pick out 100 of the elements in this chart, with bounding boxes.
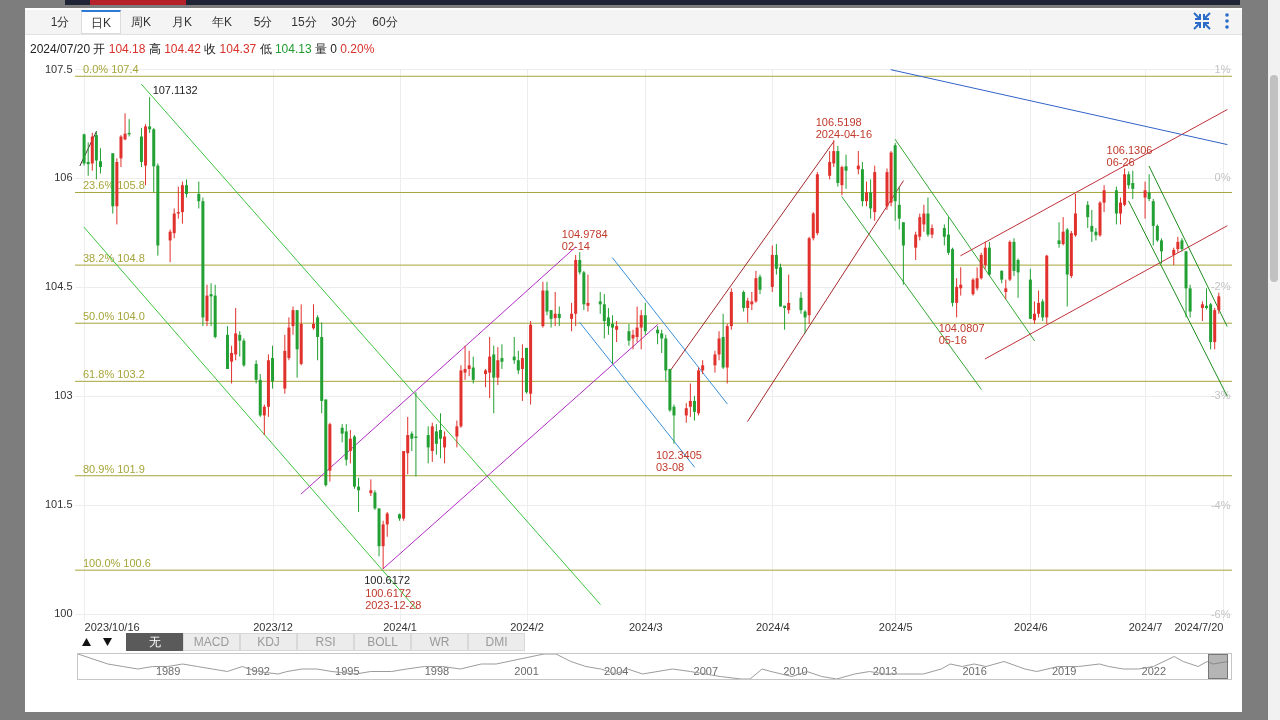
text: DMI — [468, 633, 525, 651]
candlestick — [348, 429, 352, 464]
y-tick-label: 107.5 — [44, 62, 73, 75]
candlestick — [869, 178, 873, 220]
candlestick — [443, 430, 447, 464]
candlestick — [865, 181, 869, 207]
text: 日K — [81, 10, 121, 34]
text: WR — [411, 633, 468, 651]
text: 5分 — [252, 14, 274, 31]
text: 无 — [126, 633, 183, 651]
candlestick — [615, 320, 619, 343]
candlestick — [185, 178, 189, 199]
candlestick — [381, 520, 385, 570]
x-tick-label: 2022 — [1141, 664, 1167, 677]
candlestick — [234, 307, 238, 361]
y-tick-label: 101.5 — [44, 498, 73, 511]
candlestick — [1032, 300, 1036, 325]
x-tick-label: 2016 — [962, 664, 987, 677]
candlestick — [492, 345, 496, 414]
candlestick — [627, 323, 631, 347]
candlestick — [545, 281, 549, 316]
candlestick — [930, 223, 934, 239]
candlestick — [602, 293, 606, 339]
candlestick — [1159, 237, 1163, 265]
candlestick — [172, 207, 176, 239]
x-tick-label: 2024/4 — [755, 620, 790, 633]
candlestick — [688, 382, 692, 418]
x-tick-label: 2019 — [1051, 664, 1077, 677]
candlestick — [713, 350, 717, 374]
candlestick — [570, 302, 574, 332]
ref-line-label: 38.2% 104.8 — [83, 252, 145, 265]
text: 2024/07/20 开 104.18 高 104.42 收 104.37 低 104.13 量 0 0.20% — [30, 42, 375, 56]
text: 1分 — [49, 14, 71, 31]
candlestick — [660, 329, 664, 354]
candlestick — [434, 423, 438, 456]
text: 年K — [211, 14, 233, 31]
candlestick — [410, 430, 414, 452]
candlestick — [598, 291, 602, 315]
candlestick — [557, 306, 561, 327]
ref-line-label: 80.9% 101.9 — [83, 462, 145, 475]
candlestick — [496, 346, 500, 386]
x-tick-label: 2024/7/20 — [1174, 620, 1224, 633]
candlestick — [901, 221, 905, 286]
candlestick — [467, 350, 471, 377]
candlestick — [1004, 279, 1008, 300]
candlestick — [578, 251, 582, 276]
candlestick — [979, 252, 983, 281]
candlestick — [692, 395, 696, 422]
text: MACD — [183, 633, 240, 651]
x-tick-label: 1998 — [424, 664, 450, 677]
x-tick-label: 1989 — [155, 664, 181, 677]
candlestick — [471, 356, 475, 384]
candlestick — [385, 511, 389, 538]
candlestick — [316, 314, 320, 361]
text: 60分 — [371, 14, 399, 31]
y2-tick-label: -2% — [1210, 280, 1231, 293]
candlestick — [148, 96, 152, 134]
annotation: 106.1306 06-26 — [1106, 144, 1153, 169]
candlestick — [1016, 258, 1020, 299]
candlestick — [312, 303, 315, 331]
candlestick — [1061, 216, 1065, 246]
candlestick — [238, 330, 242, 358]
candlestick — [639, 309, 643, 350]
candlestick — [1217, 292, 1221, 315]
candlestick — [176, 186, 180, 220]
candlestick — [754, 270, 758, 304]
candlestick — [426, 425, 430, 464]
candlestick — [271, 345, 275, 390]
annotation: 104.0807 05-16 — [938, 322, 985, 347]
y-tick-label: 104.5 — [44, 280, 73, 293]
candlestick — [828, 150, 832, 180]
candlestick — [1086, 200, 1090, 229]
candlestick — [799, 291, 803, 315]
candlestick — [1090, 209, 1094, 243]
text: 月K — [171, 14, 193, 31]
ref-line-label: 100.0% 100.6 — [83, 557, 151, 570]
x-tick-label: 1992 — [245, 664, 270, 677]
candlestick — [684, 402, 688, 424]
x-tick-label: 1995 — [335, 664, 360, 677]
text: RSI — [297, 633, 354, 651]
text: KDJ — [240, 633, 297, 651]
y2-tick-label: 1% — [1214, 62, 1231, 75]
candlestick — [955, 277, 959, 318]
candlestick — [635, 306, 639, 343]
x-tick-label: 2023/10/16 — [84, 620, 140, 633]
text: 周K — [130, 14, 152, 31]
candlestick — [463, 345, 467, 381]
y2-tick-label: -4% — [1210, 498, 1231, 511]
y-tick-label: 106 — [54, 171, 73, 184]
candlestick — [1200, 300, 1204, 322]
candlestick — [98, 147, 102, 175]
candlestick — [897, 186, 901, 231]
candlestick — [254, 359, 258, 384]
candlestick — [373, 489, 377, 511]
x-tick-label: 2024/5 — [878, 620, 913, 633]
x-tick-label: 2024/7 — [1128, 620, 1163, 633]
candlestick — [488, 336, 492, 399]
candlestick — [926, 197, 930, 238]
candlestick — [1041, 298, 1045, 322]
candlestick — [746, 297, 750, 323]
